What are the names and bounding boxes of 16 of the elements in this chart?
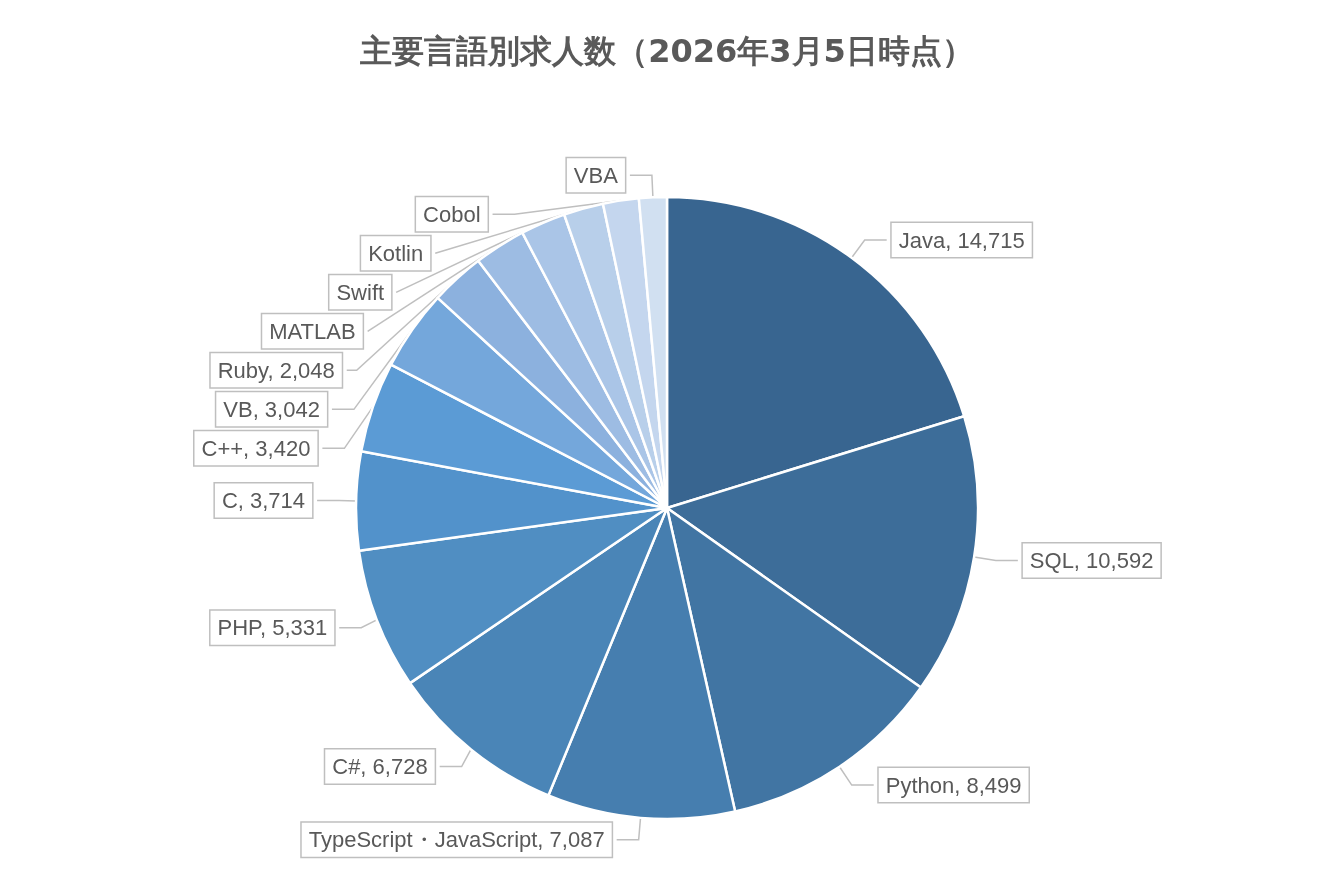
- slice-label: C#, 6,728: [332, 754, 428, 780]
- slice-label: Cobol: [423, 201, 481, 227]
- slice-label: Python, 8,499: [885, 772, 1022, 798]
- slice-label: VBA: [573, 162, 619, 188]
- slice-label: SQL, 10,592: [1029, 547, 1154, 573]
- slice-label: TypeScript・JavaScript, 7,087: [308, 827, 605, 853]
- chart-title: 主要言語別求人数（2026年3月5日時点）: [359, 32, 974, 70]
- slice-label: MATLAB: [269, 318, 356, 344]
- slice-label: Java, 14,715: [898, 227, 1025, 253]
- slice-label: PHP, 5,331: [217, 615, 328, 641]
- slice-label: C++, 3,420: [201, 435, 311, 461]
- slice-label: C, 3,714: [221, 487, 306, 513]
- slice-label: Kotlin: [368, 240, 424, 266]
- slice-label: Swift: [336, 279, 385, 305]
- slice-label: VB, 3,042: [223, 396, 320, 422]
- slice-label: Ruby, 2,048: [217, 357, 335, 383]
